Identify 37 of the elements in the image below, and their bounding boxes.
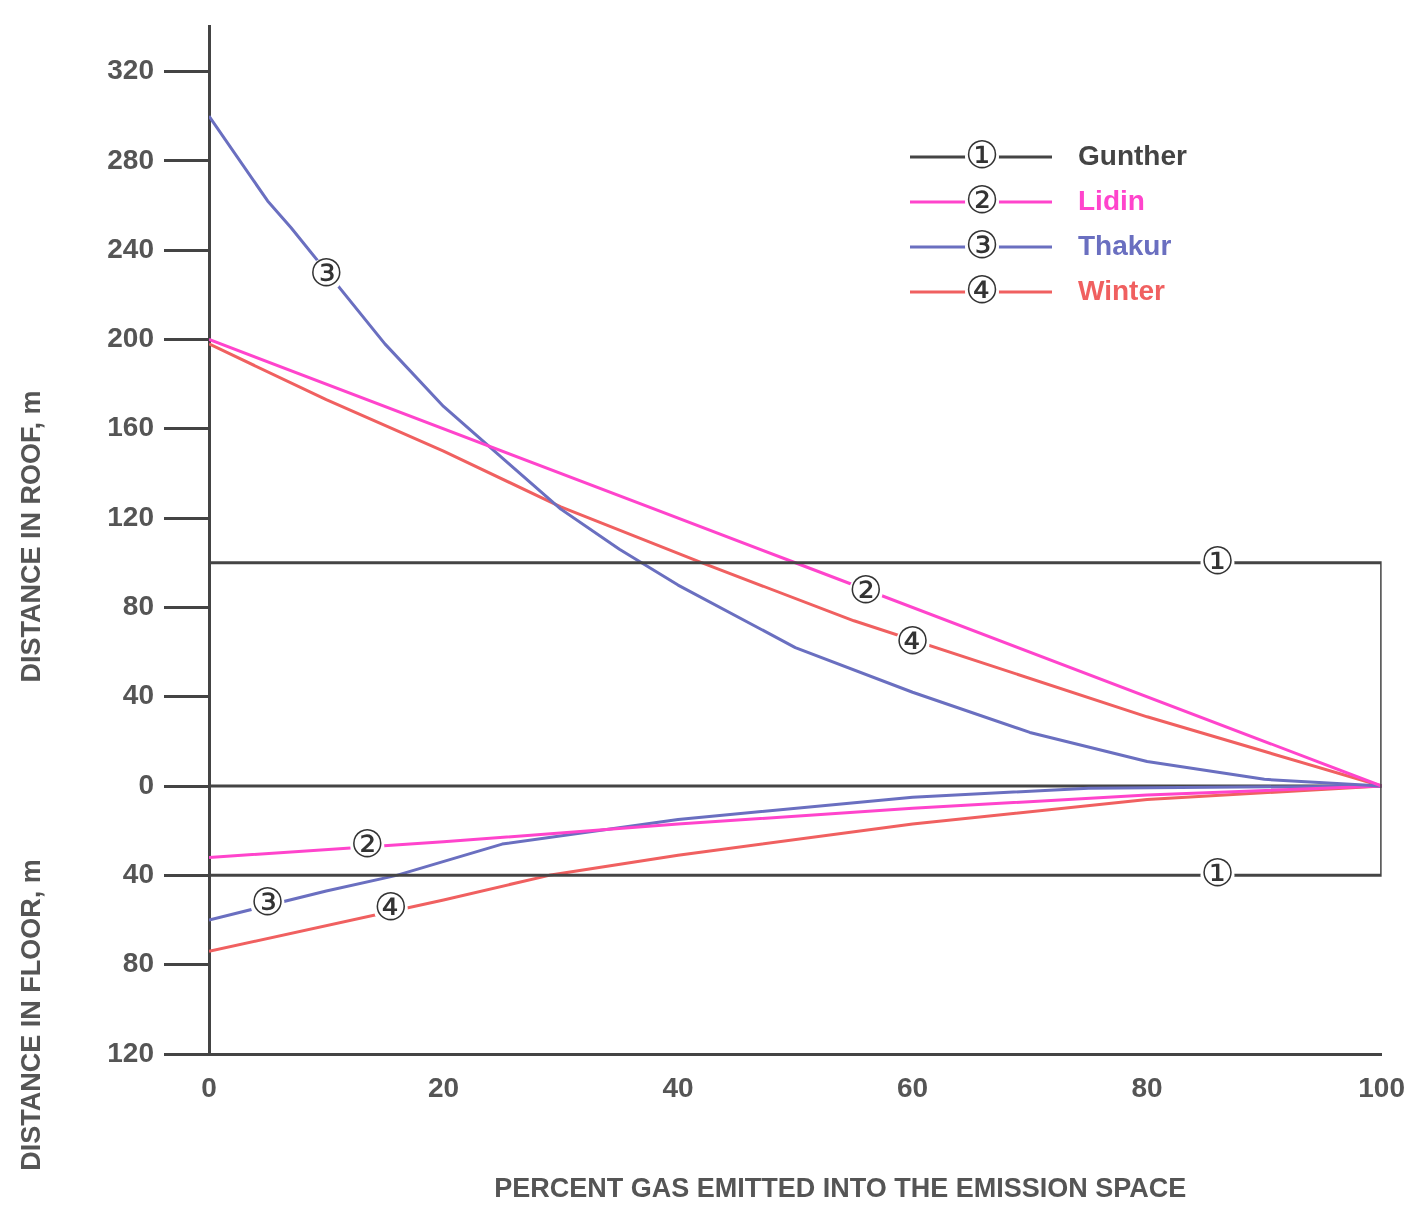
annotation: ④	[373, 884, 408, 929]
text: Thakur	[1078, 229, 1172, 261]
y-tick-label: 80	[122, 590, 154, 622]
x-tick-label: 20	[427, 1071, 460, 1103]
annotation: ③	[250, 880, 285, 925]
annotation: ④	[895, 618, 930, 663]
annotation: ①	[1200, 538, 1235, 583]
x-tick-label: 60	[897, 1071, 929, 1103]
text: Winter	[1078, 274, 1165, 306]
y-tick-label: 160	[107, 411, 154, 443]
annotation: ③	[309, 250, 344, 295]
y-tick-label: 240	[107, 232, 154, 264]
y-tick-label: 200	[107, 322, 154, 354]
annotation: ①	[1200, 851, 1235, 896]
y-tick-label: 80	[122, 947, 154, 979]
annotation: ①	[964, 132, 1000, 177]
x-tick-label: 100	[1358, 1071, 1405, 1103]
x-tick-label: 80	[1131, 1071, 1163, 1103]
x-tick-label: 0	[201, 1071, 217, 1103]
y-tick-label: 120	[107, 500, 154, 532]
y-tick-label: 280	[107, 143, 154, 175]
y-tick-label: 320	[107, 54, 154, 86]
annotation: ②	[350, 822, 385, 867]
y-tick-label: 40	[122, 858, 154, 890]
x-tick-label: 40	[662, 1071, 694, 1103]
annotation: ④	[964, 267, 1000, 312]
text: DISTANCE IN FLOOR, m	[16, 859, 47, 1171]
annotation: ②	[964, 177, 1000, 222]
text: Gunther	[1078, 139, 1187, 171]
annotation: ③	[964, 222, 1000, 267]
annotation: ②	[848, 567, 883, 612]
text: Lidin	[1078, 184, 1145, 216]
y-tick-label: 40	[122, 679, 154, 711]
y-axis-title: DISTANCE IN ROOF, m	[16, 390, 47, 683]
y-tick-label: 120	[107, 1036, 154, 1068]
x-axis-title: PERCENT GAS EMITTED INTO THE EMISSION SPACE	[494, 1173, 1187, 1204]
y-tick-label: 0	[138, 768, 154, 800]
